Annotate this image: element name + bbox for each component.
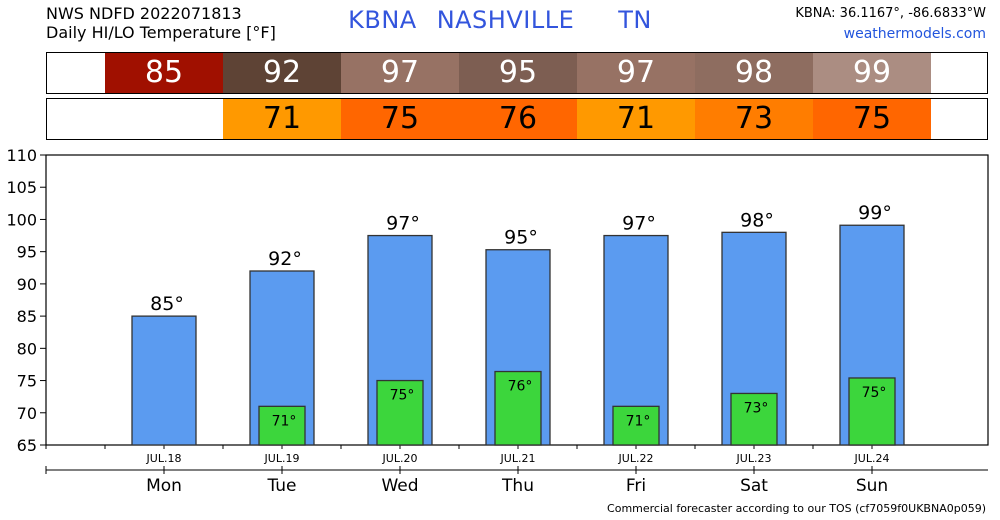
date-label: JUL.22 — [618, 452, 654, 465]
date-label: JUL.19 — [264, 452, 300, 465]
date-label: JUL.23 — [736, 452, 772, 465]
temperature-bar-chart: 110 105 100 95 90 85 80 75 70 65 85° JUL.18 Mon 92° 7… — [6, 146, 989, 496]
date-label: JUL.20 — [382, 452, 418, 465]
low-temp-label: 75° — [862, 385, 887, 401]
y-tick-label: 95 — [17, 243, 37, 262]
y-tick-label: 85 — [17, 307, 37, 326]
station-state: TN — [618, 6, 652, 34]
day-label: Tue — [266, 476, 296, 496]
y-tick-label: 80 — [17, 339, 37, 358]
low-strip-cell: 71 — [223, 99, 341, 139]
y-tick-label: 105 — [6, 178, 37, 197]
high-strip-cell: 99 — [813, 53, 931, 93]
low-temp-bar — [612, 405, 660, 446]
high-temp-label: 99° — [858, 202, 892, 224]
footer-note: Commercial forecaster according to our T… — [607, 502, 986, 515]
y-tick-label: 110 — [6, 146, 37, 165]
y-tick-label: 75 — [17, 372, 37, 391]
high-temp-label: 97° — [386, 213, 420, 235]
chart-bars — [131, 224, 905, 446]
y-tick-label: 65 — [17, 436, 37, 455]
low-strip-cell: 73 — [695, 99, 813, 139]
y-tick-label: 100 — [6, 210, 37, 229]
y-tick-label: 90 — [17, 275, 37, 294]
low-strip-cell: 75 — [341, 99, 459, 139]
high-temp-label: 98° — [740, 209, 774, 231]
high-strip-cell: 97 — [341, 53, 459, 93]
day-label: Wed — [381, 476, 418, 496]
high-temperature-strip: 85 92 97 95 97 98 99 — [46, 52, 988, 94]
chart-subtitle: Daily HI/LO Temperature [°F] — [46, 23, 276, 42]
low-temp-bar — [730, 392, 778, 446]
station-title: KBNA NASHVILLE TN — [0, 6, 1000, 34]
model-run-label: NWS NDFD 2022071813 — [46, 4, 242, 23]
low-temp-bar — [258, 405, 306, 446]
site-link[interactable]: weathermodels.com — [843, 26, 986, 42]
y-tick-label: 70 — [17, 404, 37, 423]
chart-header-right: KBNA: 36.1167°, -86.6833°W weathermodels… — [795, 4, 986, 44]
low-temp-label: 76° — [508, 379, 533, 395]
day-label: Thu — [501, 476, 534, 496]
day-label: Sat — [740, 476, 768, 496]
low-temp-bar — [494, 370, 542, 446]
station-code: KBNA — [348, 6, 417, 34]
low-strip-cell: 76 — [459, 99, 577, 139]
low-temp-label: 73° — [744, 400, 769, 416]
station-city: NASHVILLE — [436, 6, 575, 34]
station-coordinates: KBNA: 36.1167°, -86.6833°W — [795, 6, 986, 21]
low-temp-label: 71° — [626, 413, 651, 429]
day-label: Fri — [626, 476, 646, 496]
high-temp-label: 85° — [150, 293, 184, 315]
low-strip-cell: 71 — [577, 99, 695, 139]
low-temp-bar — [848, 377, 896, 446]
date-label: JUL.21 — [500, 452, 536, 465]
low-temp-label: 75° — [390, 388, 415, 404]
chart-labels: 85° JUL.18 Mon 92° 71° JUL.19 Tue 97° 75° JUL.20 W… — [146, 202, 892, 496]
day-label: Sun — [856, 476, 888, 496]
low-strip-cell: 75 — [813, 99, 931, 139]
high-strip-cell: 97 — [577, 53, 695, 93]
high-temp-label: 97° — [622, 213, 656, 235]
high-strip-cell: 95 — [459, 53, 577, 93]
high-strip-cell: 92 — [223, 53, 341, 93]
low-temp-bar — [376, 379, 424, 446]
high-strip-cell: 85 — [105, 53, 223, 93]
high-temp-bar — [131, 315, 197, 446]
date-label: JUL.18 — [146, 452, 182, 465]
high-strip-cell: 98 — [695, 53, 813, 93]
day-label: Mon — [146, 476, 182, 496]
low-temp-label: 71° — [272, 413, 297, 429]
chart-header-left: NWS NDFD 2022071813 Daily HI/LO Temperat… — [46, 4, 276, 42]
high-temp-label: 95° — [504, 227, 538, 249]
high-temp-label: 92° — [268, 248, 302, 270]
date-label: JUL.24 — [854, 452, 890, 465]
low-temperature-strip: 71 75 76 71 73 75 — [46, 98, 988, 140]
